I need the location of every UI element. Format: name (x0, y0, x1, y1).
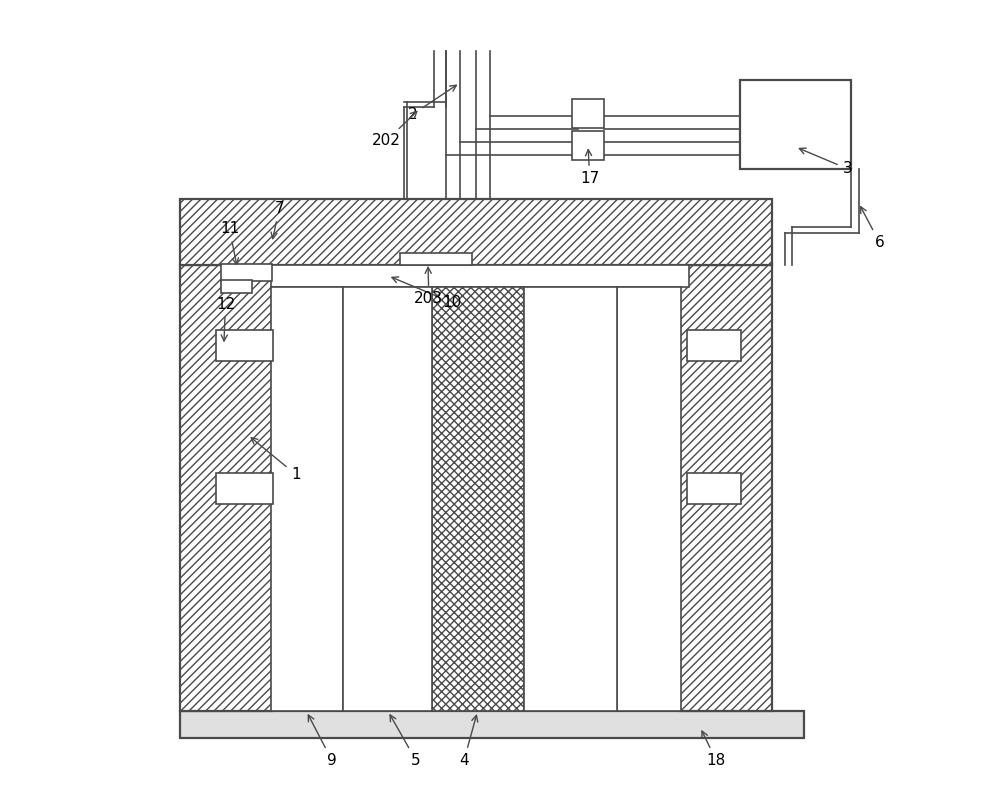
Bar (271, 287, 343, 711)
Text: 202: 202 (372, 111, 417, 148)
Bar (216, 330, 273, 360)
Bar (221, 264, 272, 280)
Text: 18: 18 (702, 731, 726, 768)
Bar (180, 711, 804, 737)
Bar (680, 264, 772, 711)
Text: 6: 6 (861, 206, 884, 250)
Bar (180, 199, 772, 264)
Text: 2: 2 (408, 85, 456, 122)
Bar (524, 287, 617, 711)
Bar (343, 287, 432, 711)
Text: 7: 7 (271, 202, 284, 239)
Bar (617, 287, 681, 711)
Bar (271, 264, 689, 287)
Text: 5: 5 (390, 715, 421, 768)
Text: 11: 11 (220, 222, 239, 264)
Text: 17: 17 (580, 150, 599, 186)
Text: 4: 4 (459, 716, 478, 768)
Text: 9: 9 (308, 715, 337, 768)
Bar (740, 80, 851, 169)
Bar (180, 264, 272, 711)
Bar (687, 330, 741, 360)
Bar (687, 473, 741, 504)
Bar (572, 131, 604, 160)
Text: 203: 203 (414, 268, 443, 306)
Text: 1: 1 (251, 438, 301, 482)
Bar (432, 287, 524, 711)
Text: 12: 12 (216, 297, 235, 341)
Text: 3: 3 (799, 148, 852, 177)
Bar (400, 253, 472, 264)
Bar (216, 473, 273, 504)
Bar (221, 280, 252, 293)
Text: 10: 10 (392, 277, 462, 310)
Bar (572, 99, 604, 127)
